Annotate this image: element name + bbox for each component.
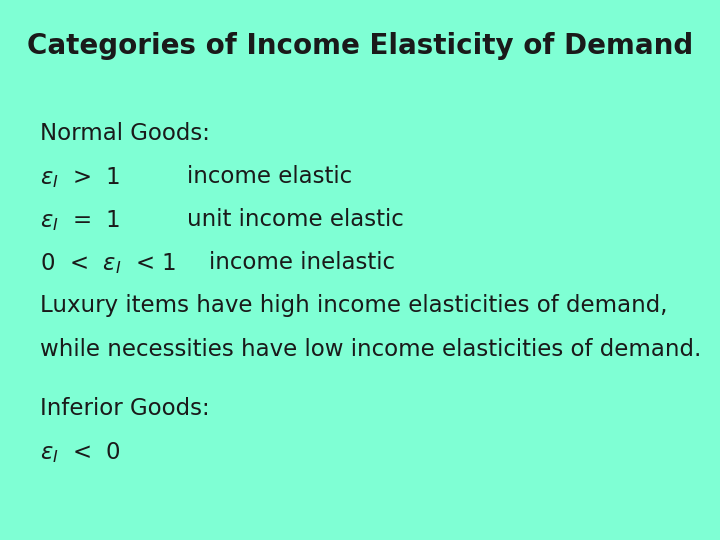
Text: while necessities have low income elasticities of demand.: while necessities have low income elasti… (40, 338, 701, 361)
Text: $\varepsilon_{I}$  <  0: $\varepsilon_{I}$ < 0 (40, 440, 120, 465)
Text: income inelastic: income inelastic (209, 251, 395, 274)
Text: Categories of Income Elasticity of Demand: Categories of Income Elasticity of Deman… (27, 32, 693, 60)
Text: $\varepsilon_{I}$  >  1: $\varepsilon_{I}$ > 1 (40, 165, 120, 190)
Text: Normal Goods:: Normal Goods: (40, 122, 210, 145)
Text: income elastic: income elastic (187, 165, 352, 188)
Text: $\varepsilon_{I}$  =  1: $\varepsilon_{I}$ = 1 (40, 208, 120, 233)
Text: Inferior Goods:: Inferior Goods: (40, 397, 210, 420)
Text: Luxury items have high income elasticities of demand,: Luxury items have high income elasticiti… (40, 294, 667, 318)
Text: unit income elastic: unit income elastic (187, 208, 404, 231)
Text: 0  <  $\varepsilon_{I}$  < 1: 0 < $\varepsilon_{I}$ < 1 (40, 251, 176, 276)
